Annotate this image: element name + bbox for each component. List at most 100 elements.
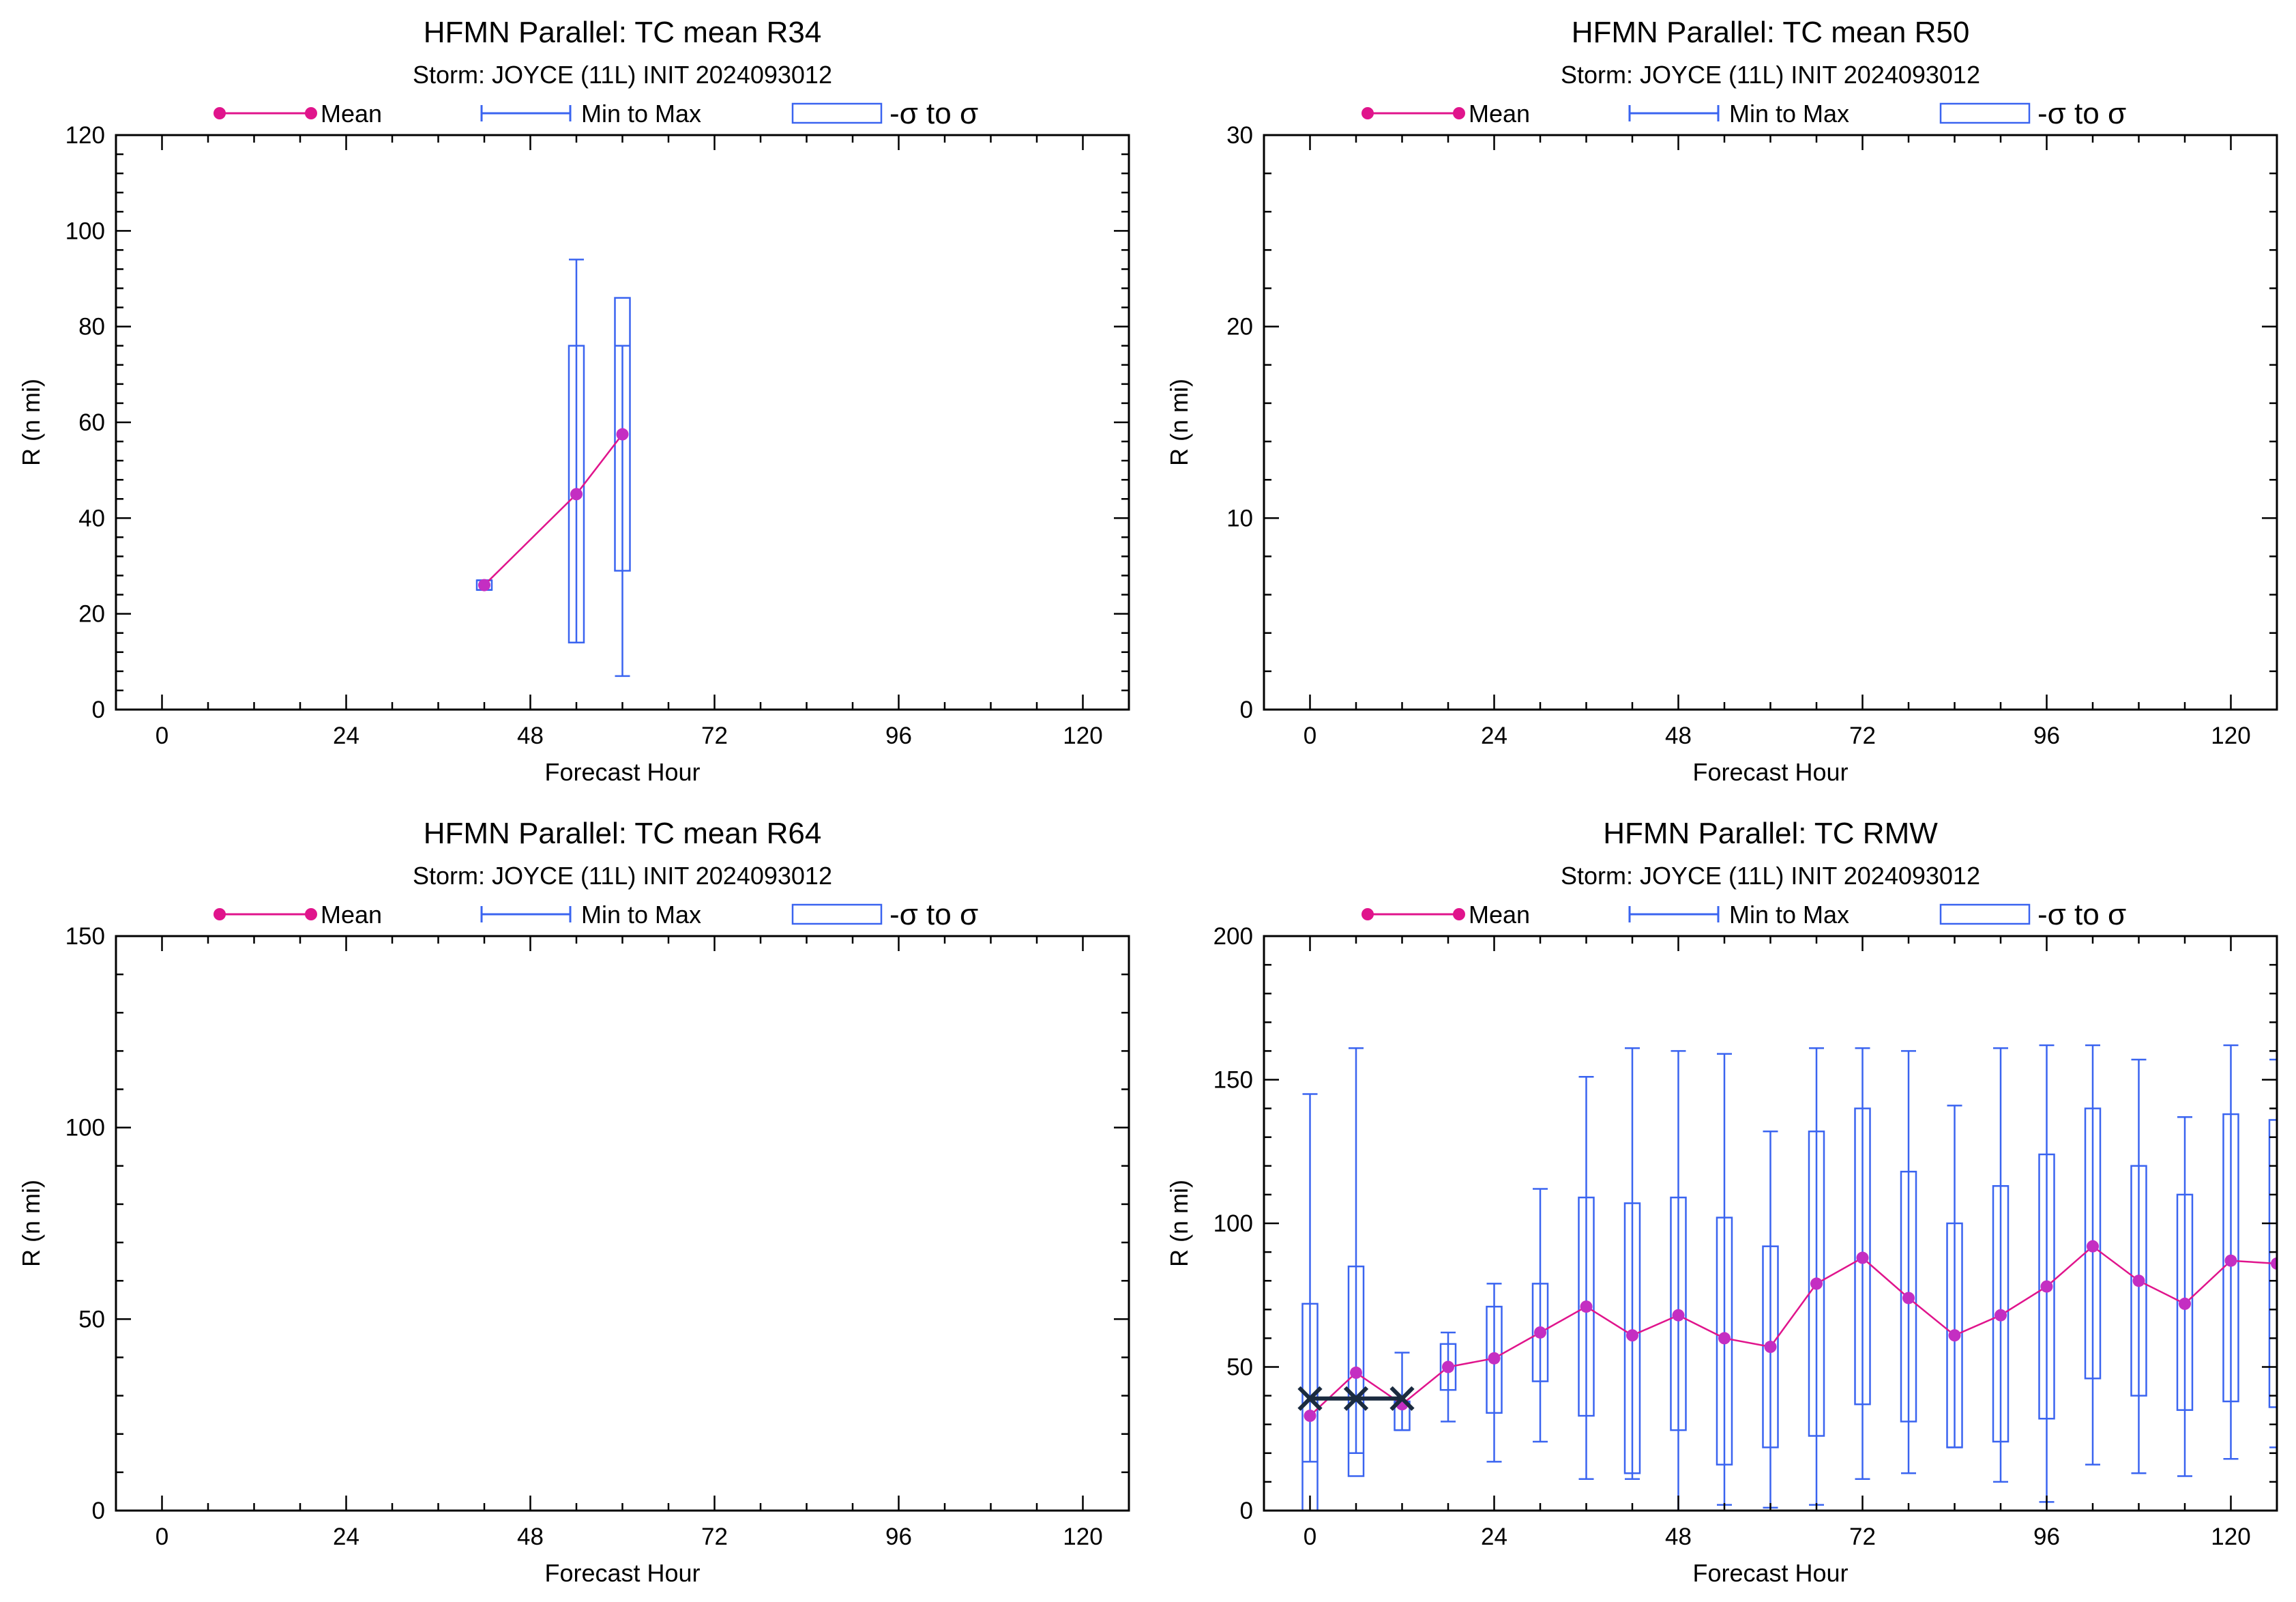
x-ticks [161,135,1130,710]
sigma-box [1946,1222,1963,1448]
sigma-box [1347,1265,1365,1477]
sigma-box [1623,1202,1641,1474]
sigma-box [1670,1196,1687,1431]
y-axis-label: R (n mi) [1165,1180,1193,1267]
chart-title: HFMN Parallel: TC RMW [1603,817,1938,850]
x-tick-label: 0 [156,723,168,749]
legend-mean-marker [214,107,226,119]
legend-mean-marker [214,908,226,920]
x-tick-label: 96 [885,723,912,749]
mean-point [478,579,490,592]
x-tick-label: 48 [1665,1524,1692,1550]
sigma-box [2176,1193,2194,1411]
chart-legend: Mean Min to Max -σ to σ [214,97,978,130]
plot-area [475,259,631,678]
legend-mean-marker [1362,107,1374,119]
mean-point [1488,1352,1501,1365]
box-whisker-42 [1623,1047,1641,1480]
x-axis-label: Forecast Hour [544,758,700,786]
box-whisker-96 [2038,1044,2055,1503]
chart-rmw: HFMN Parallel: TC RMW Storm: JOYCE (11L) … [1165,817,2278,1587]
observed-x-stroke [1389,1386,1415,1411]
legend-mean-marker [1453,107,1465,119]
chart-r34: HFMN Parallel: TC mean R34 Storm: JOYCE (… [17,16,1130,786]
x-tick-label: 96 [2033,723,2060,749]
mean-point [1856,1251,1869,1264]
mean-point [616,428,629,441]
y-tick-label: 100 [65,1115,105,1141]
x-tick-label: 72 [1849,1524,1876,1550]
y-tick-label: 40 [78,505,105,531]
sigma-box [2084,1107,2102,1380]
mean-point [1902,1292,1915,1305]
sigma-box [1439,1343,1457,1391]
box-whisker-114 [2176,1116,2194,1477]
observed-marker [1297,1386,1323,1411]
x-tick-label: 72 [701,1524,728,1550]
y-ticks [116,134,1129,711]
legend-minmax-label: Min to Max [1729,100,1849,128]
x-tick-label: 120 [1063,723,1102,749]
legend-mean-label: Mean [321,100,382,128]
x-tick-label: 72 [1849,723,1876,749]
sigma-box [2222,1113,2239,1403]
x-tick-label: 72 [701,723,728,749]
x-tick-label: 120 [1063,1524,1102,1550]
y-tick-label: 100 [1213,1210,1253,1237]
mean-point [2224,1254,2237,1267]
x-tick-label: 24 [333,1524,359,1550]
plot-area [1297,1044,2277,1511]
y-tick-label: 30 [1226,122,1253,149]
y-tick-label: 0 [92,697,105,723]
chart-subtitle: Storm: JOYCE (11L) INIT 2024093012 [413,61,832,89]
observed-marker [1389,1386,1415,1411]
mean-point [1764,1341,1777,1354]
x-axis-label: Forecast Hour [1692,758,1848,786]
mean-point [1672,1309,1685,1322]
box-whisker-60 [614,297,631,678]
legend-mean-label: Mean [321,901,382,929]
box-whisker-54 [568,259,585,644]
legend-mean-marker [305,107,317,119]
y-axis-label: R (n mi) [1165,379,1193,466]
legend-sigma-box [1939,903,2031,925]
x-tick-label: 96 [2033,1524,2060,1550]
x-ticks [161,936,1130,1511]
chart-legend: Mean Min to Max -σ to σ [1362,898,2126,931]
mean-line [1309,1245,2277,1416]
x-axis-label: Forecast Hour [544,1559,700,1587]
legend-mean-label: Mean [1469,100,1530,128]
box-whisker-84 [1946,1105,1963,1448]
legend-minmax-label: Min to Max [581,100,701,128]
sigma-box [2130,1165,2147,1397]
chart-title: HFMN Parallel: TC mean R64 [424,817,822,850]
chart-panel-r34: HFMN Parallel: TC mean R34 Storm: JOYCE (… [0,0,1148,801]
y-axis-label: R (n mi) [17,1180,45,1267]
mean-point [1995,1309,2007,1322]
y-tick-label: 120 [65,122,105,149]
chart-title: HFMN Parallel: TC mean R34 [424,16,822,49]
box-whisker-36 [1578,1076,1595,1480]
x-ticks [1309,936,2278,1511]
x-tick-label: 24 [1481,1524,1507,1550]
x-tick-label: 0 [1304,723,1316,749]
box-whisker-0 [1301,1093,1319,1511]
legend-minmax-label: Min to Max [581,901,701,929]
legend-mean-marker [1453,908,1465,920]
mean-point [1580,1300,1593,1313]
y-tick-label: 20 [1226,314,1253,340]
y-tick-label: 80 [78,314,105,340]
legend-sigma-label: -σ to σ [2037,97,2126,130]
legend-sigma-box [1939,102,2031,124]
y-ticks [1264,935,2277,1512]
legend-minmax-label: Min to Max [1729,901,1849,929]
sigma-box [1854,1107,1871,1406]
sigma-box [1531,1283,1549,1382]
legend-mean-label: Mean [1469,901,1530,929]
mean-point [1718,1332,1731,1345]
box-whisker-102 [2084,1044,2102,1466]
sigma-box [1301,1302,1319,1511]
sigma-box [1578,1196,1595,1417]
mean-point [2087,1240,2099,1253]
chart-legend: Mean Min to Max -σ to σ [214,898,978,931]
